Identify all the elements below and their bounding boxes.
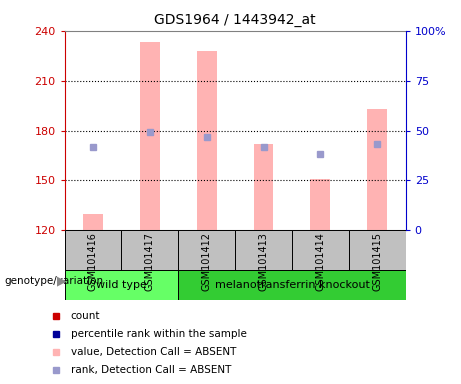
Bar — [310, 179, 331, 230]
Text: GSM101416: GSM101416 — [88, 232, 98, 291]
Text: GSM101417: GSM101417 — [145, 232, 155, 291]
Text: rank, Detection Call = ABSENT: rank, Detection Call = ABSENT — [71, 365, 231, 375]
Bar — [140, 42, 160, 230]
Bar — [178, 270, 406, 300]
Title: GDS1964 / 1443942_at: GDS1964 / 1443942_at — [154, 13, 316, 27]
Bar — [197, 51, 217, 230]
Bar — [65, 230, 121, 270]
Bar — [178, 230, 235, 270]
Text: GSM101412: GSM101412 — [201, 232, 212, 291]
Text: GSM101414: GSM101414 — [315, 232, 325, 291]
Text: ▶: ▶ — [58, 275, 67, 288]
Bar — [235, 230, 292, 270]
Text: melanotransferrin knockout: melanotransferrin knockout — [214, 280, 369, 290]
Text: wild type: wild type — [96, 280, 147, 290]
Bar — [292, 230, 349, 270]
Text: GSM101413: GSM101413 — [259, 232, 269, 291]
Bar — [83, 214, 103, 230]
Bar — [254, 144, 273, 230]
Bar — [367, 109, 387, 230]
Bar — [121, 230, 178, 270]
Text: percentile rank within the sample: percentile rank within the sample — [71, 329, 247, 339]
Text: count: count — [71, 311, 100, 321]
Bar — [65, 270, 178, 300]
Text: GSM101415: GSM101415 — [372, 232, 382, 291]
Text: genotype/variation: genotype/variation — [5, 276, 104, 286]
Bar — [349, 230, 406, 270]
Text: value, Detection Call = ABSENT: value, Detection Call = ABSENT — [71, 347, 236, 357]
